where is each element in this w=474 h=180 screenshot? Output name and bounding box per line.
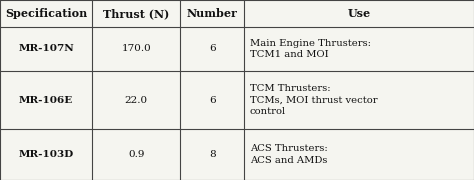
- Text: Main Engine Thrusters:
TCM1 and MOI: Main Engine Thrusters: TCM1 and MOI: [250, 39, 371, 59]
- Text: MR-103D: MR-103D: [18, 150, 74, 159]
- Text: MR-107N: MR-107N: [18, 44, 74, 53]
- Text: 6: 6: [209, 44, 215, 53]
- Text: TCM Thrusters:
TCMs, MOI thrust vector
control: TCM Thrusters: TCMs, MOI thrust vector c…: [250, 84, 377, 116]
- Text: MR-106E: MR-106E: [19, 96, 73, 105]
- Text: Use: Use: [347, 8, 371, 19]
- Text: 22.0: 22.0: [125, 96, 148, 105]
- Text: 8: 8: [209, 150, 215, 159]
- Text: 6: 6: [209, 96, 215, 105]
- Text: Thrust (N): Thrust (N): [103, 8, 169, 19]
- Text: ACS Thrusters:
ACS and AMDs: ACS Thrusters: ACS and AMDs: [250, 144, 328, 165]
- Text: 0.9: 0.9: [128, 150, 145, 159]
- Text: Specification: Specification: [5, 8, 87, 19]
- Text: 170.0: 170.0: [121, 44, 151, 53]
- Text: Number: Number: [187, 8, 237, 19]
